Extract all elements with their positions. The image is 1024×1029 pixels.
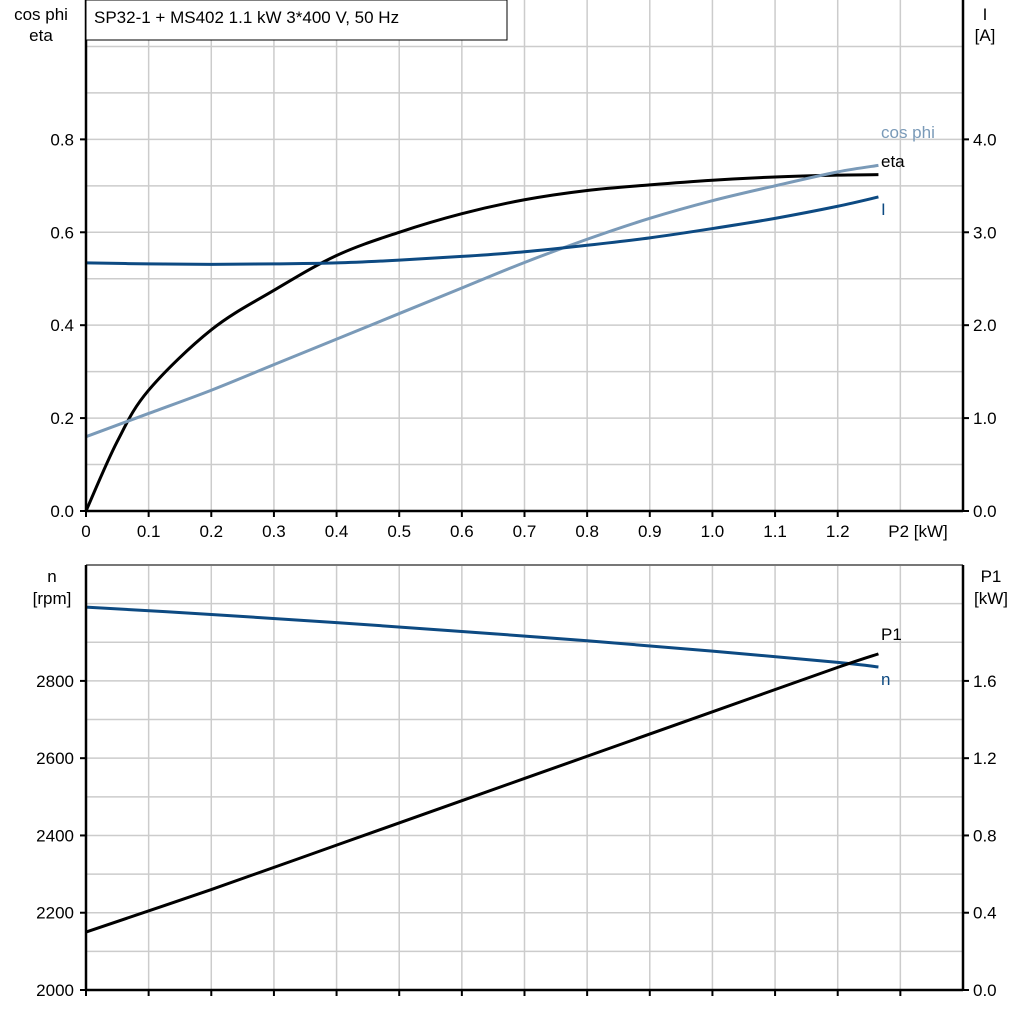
series-line-P1 — [85, 652, 879, 934]
title-box — [85, 0, 508, 41]
x-tick-label: 0.9 — [638, 522, 662, 541]
right-tick-label: 1.2 — [973, 749, 997, 768]
right-tick-label: 3.0 — [973, 223, 997, 242]
x-tick-label: 0.1 — [137, 522, 161, 541]
bottom-grid — [86, 565, 963, 990]
series-label-P1: P1 — [881, 625, 902, 644]
series-line-cos-phi — [85, 163, 879, 439]
x-tick-label: 0.5 — [387, 522, 411, 541]
x-tick-label: 1.1 — [763, 522, 787, 541]
curves — [84, 163, 879, 934]
right-tick-label: 0.8 — [973, 826, 997, 845]
bottom-right-ylabel-1: P1 — [981, 567, 1002, 586]
right-tick-label: 2.0 — [973, 316, 997, 335]
top-left-ylabel-2: eta — [29, 26, 53, 45]
x-tick-label: 1.0 — [701, 522, 725, 541]
right-tick-label: 0.0 — [973, 981, 997, 1000]
chart-title: SP32-1 + MS402 1.1 kW 3*400 V, 50 Hz — [94, 8, 399, 27]
x-tick-label: 1.2 — [826, 522, 850, 541]
right-tick-label: 0.4 — [973, 904, 997, 923]
top-right-ylabel-1: I — [983, 5, 988, 24]
series-line-I — [85, 195, 879, 266]
series-label-I: I — [881, 200, 886, 219]
left-tick-label: 2800 — [36, 672, 74, 691]
left-tick-label: 0.0 — [50, 502, 74, 521]
right-tick-label: 1.0 — [973, 409, 997, 428]
series-line-eta — [84, 173, 879, 512]
top-left-ylabel-1: cos phi — [14, 5, 68, 24]
x-tick-label: 0.2 — [199, 522, 223, 541]
series-line-n — [85, 605, 879, 669]
right-tick-label: 1.6 — [973, 672, 997, 691]
x-tick-label: 0.7 — [513, 522, 537, 541]
left-tick-label: 2400 — [36, 826, 74, 845]
series-label-n: n — [881, 670, 890, 689]
left-tick-label: 2200 — [36, 904, 74, 923]
left-tick-label: 2600 — [36, 749, 74, 768]
x-tick-label: 0.6 — [450, 522, 474, 541]
right-tick-label: 4.0 — [973, 130, 997, 149]
x-tick-label: 0.4 — [325, 522, 349, 541]
x-tick-label: 0.8 — [575, 522, 599, 541]
x-tick-label: 0 — [81, 522, 90, 541]
bottom-left-ylabel-1: n — [47, 567, 56, 586]
left-tick-label: 0.2 — [50, 409, 74, 428]
axes — [80, 0, 969, 996]
left-tick-label: 0.8 — [50, 130, 74, 149]
series-label-cos-phi: cos phi — [881, 123, 935, 142]
bottom-right-ylabel-2: [kW] — [974, 589, 1008, 608]
right-tick-label: 0.0 — [973, 502, 997, 521]
left-tick-label: 0.4 — [50, 316, 74, 335]
top-grid — [86, 0, 963, 511]
series-label-eta: eta — [881, 152, 905, 171]
left-tick-label: 0.6 — [50, 223, 74, 242]
tick-labels: 0.0 0.2 0.4 0.6 0.8 0.0 1.0 2.0 3.0 4.0 0 0.1 0.2 0.3… — [36, 130, 996, 1000]
bottom-left-ylabel-2: [rpm] — [33, 589, 72, 608]
top-right-ylabel-2: [A] — [975, 26, 996, 45]
left-tick-label: 2000 — [36, 981, 74, 1000]
x-axis-label: P2 [kW] — [888, 522, 948, 541]
x-tick-label: 0.3 — [262, 522, 286, 541]
